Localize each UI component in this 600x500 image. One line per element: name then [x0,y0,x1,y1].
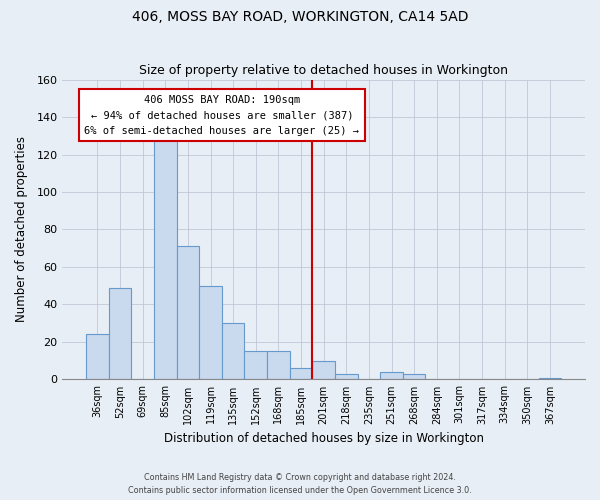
Title: Size of property relative to detached houses in Workington: Size of property relative to detached ho… [139,64,508,77]
Text: 406, MOSS BAY ROAD, WORKINGTON, CA14 5AD: 406, MOSS BAY ROAD, WORKINGTON, CA14 5AD [132,10,468,24]
Y-axis label: Number of detached properties: Number of detached properties [15,136,28,322]
Bar [222,323,244,380]
Bar [86,334,109,380]
Bar [109,288,131,380]
Bar [154,130,176,380]
Bar [313,360,335,380]
Bar [199,286,222,380]
Text: Contains HM Land Registry data © Crown copyright and database right 2024.
Contai: Contains HM Land Registry data © Crown c… [128,473,472,495]
Bar [335,374,358,380]
Bar [290,368,313,380]
Bar [244,352,267,380]
Bar [176,246,199,380]
Bar [539,378,561,380]
Bar [267,352,290,380]
X-axis label: Distribution of detached houses by size in Workington: Distribution of detached houses by size … [164,432,484,445]
Bar [403,374,425,380]
Text: 406 MOSS BAY ROAD: 190sqm
← 94% of detached houses are smaller (387)
6% of semi-: 406 MOSS BAY ROAD: 190sqm ← 94% of detac… [85,94,359,136]
Bar [380,372,403,380]
